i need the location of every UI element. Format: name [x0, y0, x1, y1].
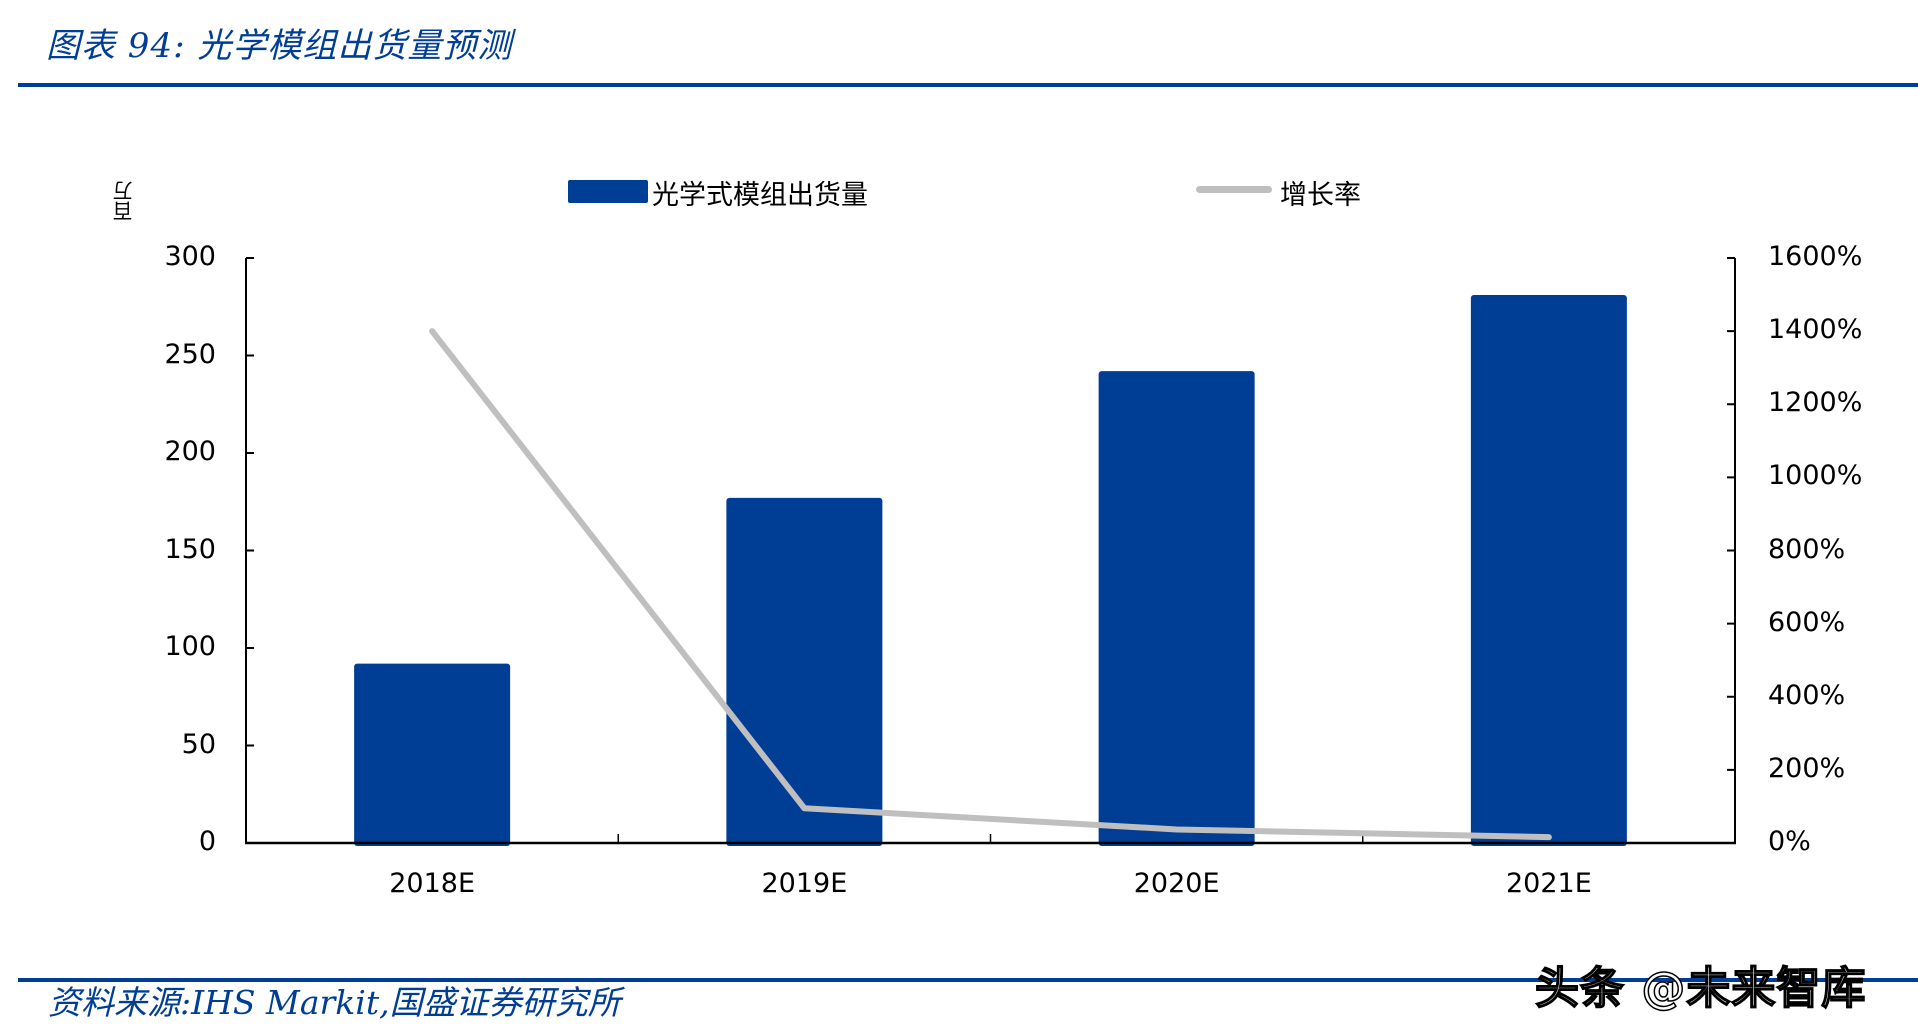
- right-tick-label: 1400%: [1768, 314, 1863, 346]
- legend-line-swatch: [1196, 186, 1272, 193]
- legend-bar-label: 光学式模组出货量: [652, 180, 868, 211]
- legend-bar-swatch: [568, 180, 648, 203]
- left-tick-label: 250: [164, 338, 216, 370]
- bar-2018E: [354, 663, 511, 846]
- left-tick-label: 100: [164, 631, 216, 662]
- right-tick-label: 0%: [1768, 826, 1811, 857]
- chart-title: 图表 94: 光学模组出货量预测: [46, 26, 513, 66]
- right-tick-label: 1000%: [1768, 460, 1863, 492]
- left-tick-label: 200: [164, 436, 216, 467]
- x-tick-label: 2018E: [389, 868, 476, 899]
- top-divider: [18, 83, 1918, 87]
- watermark: 头条 @未来智库: [1534, 962, 1867, 1015]
- right-tick-label: 400%: [1768, 679, 1846, 711]
- bottom-divider: [18, 978, 1918, 982]
- right-tick-label: 1600%: [1768, 241, 1863, 272]
- left-tick-label: 300: [164, 241, 216, 272]
- x-tick-label: 2019E: [761, 868, 848, 899]
- bar-2021E: [1470, 295, 1627, 846]
- right-tick-label: 1200%: [1768, 387, 1863, 419]
- x-tick-label: 2021E: [1505, 868, 1592, 899]
- source-note: 资料来源:IHS Markit,国盛证券研究所: [48, 983, 621, 1022]
- left-tick-label: 50: [181, 728, 216, 760]
- bar-2019E: [726, 497, 883, 846]
- legend-line-label: 增长率: [1280, 180, 1361, 211]
- left-tick-label: 150: [164, 533, 216, 565]
- bar-2020E: [1098, 371, 1255, 846]
- x-tick-label: 2020E: [1133, 868, 1220, 899]
- growth-rate-line: [429, 328, 1552, 841]
- right-tick-label: 200%: [1768, 752, 1846, 784]
- right-tick-label: 800%: [1768, 533, 1846, 565]
- right-tick-label: 600%: [1768, 606, 1846, 638]
- left-tick-label: 0: [198, 826, 216, 857]
